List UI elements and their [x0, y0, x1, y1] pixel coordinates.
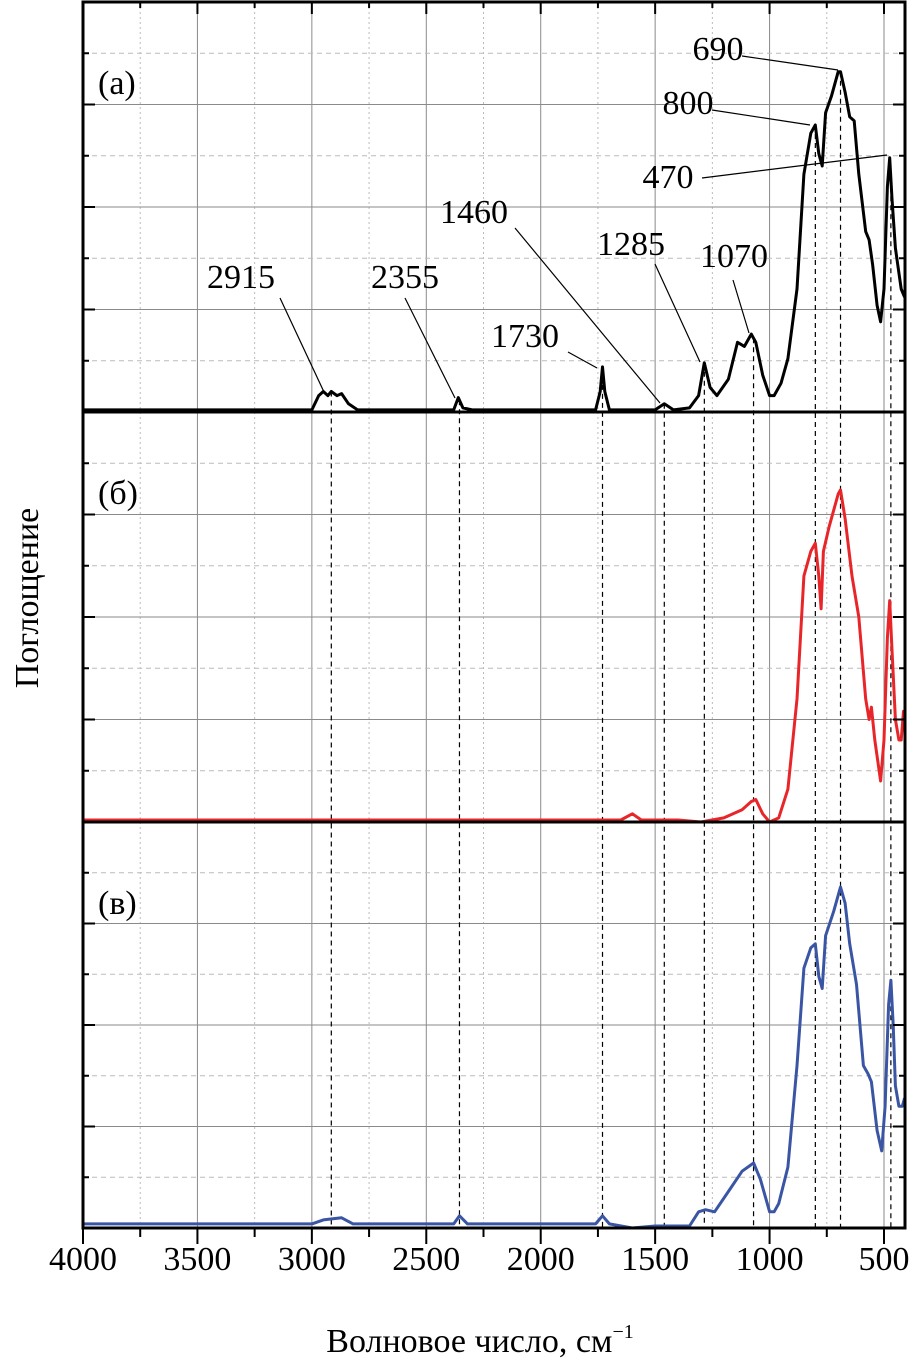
spectra	[83, 70, 907, 1230]
peak-label-800: 800	[663, 85, 714, 122]
peak-label-1730: 1730	[491, 318, 559, 355]
x-axis-label: Волновое число, см−1	[326, 1321, 633, 1360]
leader-line-1070	[732, 279, 750, 334]
axes-frame	[81, 0, 907, 1244]
leader-line-1730	[567, 351, 598, 369]
panel-label: (в)	[98, 885, 137, 922]
leader-line-1285	[654, 263, 701, 363]
x-tick-labels: 4000 3500 3000 2500 2000 1500 1000 500	[49, 1241, 910, 1278]
peak-label-2915: 2915	[207, 259, 275, 296]
x-axis-label-text: Волновое число, см	[326, 1323, 612, 1360]
x-axis-label-exponent: −1	[612, 1321, 633, 1343]
x-tick-label: 3500	[163, 1241, 231, 1278]
leader-line-2915	[279, 297, 325, 393]
spectrum-curve-3	[83, 885, 907, 1230]
peak-annotations: (a) (б) (в) 690 800 470 1460 1285 1070 1730 2915 23…	[98, 31, 888, 922]
leader-line-800	[711, 109, 811, 126]
panel-label: (б)	[98, 475, 138, 512]
peak-label-690: 690	[693, 31, 744, 68]
spectrum-curve-1	[83, 70, 906, 412]
leader-line-1460	[514, 227, 661, 404]
peak-label-1285: 1285	[597, 226, 665, 263]
x-tick-label: 1000	[736, 1241, 804, 1278]
marker-lines	[330, 71, 892, 1228]
peak-label-470: 470	[643, 159, 694, 196]
panel-label: (a)	[98, 65, 136, 102]
x-tick-label: 2000	[507, 1241, 575, 1278]
leader-line-470	[701, 154, 888, 179]
spectrum-curve-2	[83, 488, 907, 824]
leader-line-690	[741, 55, 839, 71]
leader-line-2355	[404, 297, 456, 399]
plot-frame	[81, 0, 907, 1230]
x-tick-label: 2500	[392, 1241, 460, 1278]
x-tick-label: 500	[859, 1241, 910, 1278]
peak-label-1460: 1460	[440, 194, 508, 231]
peak-label-2355: 2355	[371, 259, 439, 296]
x-tick-label: 1500	[621, 1241, 689, 1278]
grid	[83, 2, 905, 1228]
peak-label-1070: 1070	[700, 238, 768, 275]
x-tick-label: 3000	[278, 1241, 346, 1278]
y-axis-label: Поглощение	[9, 508, 46, 689]
x-tick-label: 4000	[49, 1241, 117, 1278]
